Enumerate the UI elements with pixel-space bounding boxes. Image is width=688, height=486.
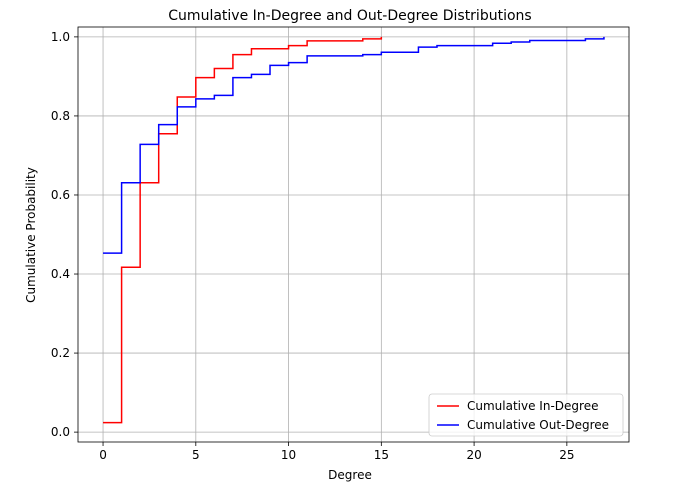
legend-box: [428, 393, 624, 437]
x-axis-title: Degree: [328, 468, 372, 482]
y-tick-label: 0.6: [51, 188, 70, 202]
y-tick-label: 0.2: [51, 346, 70, 360]
x-tick-label: 15: [374, 448, 389, 462]
series-line-out-degree: [103, 36, 605, 254]
y-axis-title: Cumulative Probability: [24, 167, 38, 303]
x-tick-label: 5: [192, 448, 200, 462]
y-tick-label: 0.4: [51, 267, 70, 281]
y-tick-label: 0.0: [51, 425, 70, 439]
legend-label-in-degree: Cumulative In-Degree: [467, 399, 598, 413]
x-tick-label: 25: [559, 448, 574, 462]
x-tick-label: 10: [281, 448, 296, 462]
series-line-in-degree: [103, 36, 383, 424]
axes-frame: [77, 26, 630, 443]
y-tick-label: 1.0: [51, 30, 70, 44]
plot-area: 0 5 10 15 20 25 0.0 0.2 0.4 0.6 0.8 1.0 Cumulative I…: [51, 26, 630, 462]
y-tick-label: 0.8: [51, 109, 70, 123]
x-tick-label: 20: [466, 448, 481, 462]
legend-label-out-degree: Cumulative Out-Degree: [467, 418, 609, 432]
legend: Cumulative In-Degree Cumulative Out-Degre…: [428, 393, 624, 437]
chart-title: Cumulative In-Degree and Out-Degree Dist…: [168, 8, 531, 24]
x-tick-label: 0: [99, 448, 107, 462]
